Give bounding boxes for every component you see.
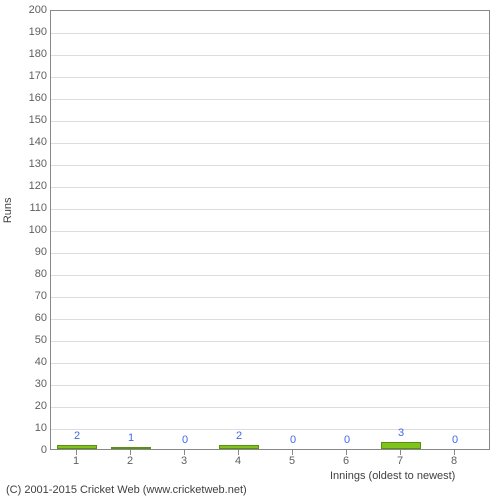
y-tick-label: 20 <box>17 400 47 412</box>
x-tick-label: 8 <box>444 455 464 467</box>
bar-value-label: 0 <box>337 434 357 446</box>
grid-line <box>51 341 489 342</box>
x-axis-label: Innings (oldest to newest) <box>330 470 455 482</box>
x-tick-label: 1 <box>66 455 86 467</box>
runs-chart: 2 1 0 2 0 0 3 0 <box>50 10 490 450</box>
grid-line <box>51 231 489 232</box>
y-tick-label: 60 <box>17 312 47 324</box>
grid-line <box>51 143 489 144</box>
y-tick-label: 170 <box>17 70 47 82</box>
y-axis-label: Runs <box>2 197 14 223</box>
grid-line <box>51 121 489 122</box>
grid-line <box>51 165 489 166</box>
x-tick-label: 3 <box>174 455 194 467</box>
bar <box>57 445 97 449</box>
bar-value-label: 0 <box>283 434 303 446</box>
y-tick-label: 120 <box>17 180 47 192</box>
x-tick-label: 7 <box>390 455 410 467</box>
x-tick-label: 5 <box>282 455 302 467</box>
y-tick-label: 200 <box>17 4 47 16</box>
y-tick-label: 140 <box>17 136 47 148</box>
grid-line <box>51 429 489 430</box>
copyright-text: (C) 2001-2015 Cricket Web (www.cricketwe… <box>6 484 247 496</box>
grid-line <box>51 209 489 210</box>
grid-line <box>51 363 489 364</box>
grid-line <box>51 319 489 320</box>
y-tick-label: 10 <box>17 422 47 434</box>
bar-value-label: 3 <box>391 427 411 439</box>
bar <box>381 442 421 449</box>
bar-value-label: 0 <box>445 434 465 446</box>
x-tick-label: 6 <box>336 455 356 467</box>
y-tick-label: 160 <box>17 92 47 104</box>
grid-line <box>51 253 489 254</box>
y-tick-label: 130 <box>17 158 47 170</box>
bar-value-label: 0 <box>175 434 195 446</box>
y-tick-label: 70 <box>17 290 47 302</box>
y-tick-label: 190 <box>17 26 47 38</box>
y-tick-label: 110 <box>17 202 47 214</box>
grid-line <box>51 385 489 386</box>
y-tick-label: 80 <box>17 268 47 280</box>
grid-line <box>51 187 489 188</box>
y-tick-label: 100 <box>17 224 47 236</box>
grid-line <box>51 407 489 408</box>
bar-value-label: 1 <box>121 432 141 444</box>
grid-line <box>51 33 489 34</box>
y-tick-label: 90 <box>17 246 47 258</box>
x-tick-label: 2 <box>120 455 140 467</box>
bar-value-label: 2 <box>229 430 249 442</box>
grid-line <box>51 55 489 56</box>
grid-line <box>51 99 489 100</box>
y-tick-label: 40 <box>17 356 47 368</box>
y-tick-label: 150 <box>17 114 47 126</box>
plot-area: 2 1 0 2 0 0 3 0 <box>50 10 490 450</box>
bar <box>111 447 151 449</box>
grid-line <box>51 77 489 78</box>
y-tick-label: 30 <box>17 378 47 390</box>
y-tick-label: 50 <box>17 334 47 346</box>
bar-value-label: 2 <box>67 430 87 442</box>
grid-line <box>51 297 489 298</box>
x-tick-label: 4 <box>228 455 248 467</box>
grid-line <box>51 275 489 276</box>
y-tick-label: 0 <box>17 444 47 456</box>
bar <box>219 445 259 449</box>
y-tick-label: 180 <box>17 48 47 60</box>
